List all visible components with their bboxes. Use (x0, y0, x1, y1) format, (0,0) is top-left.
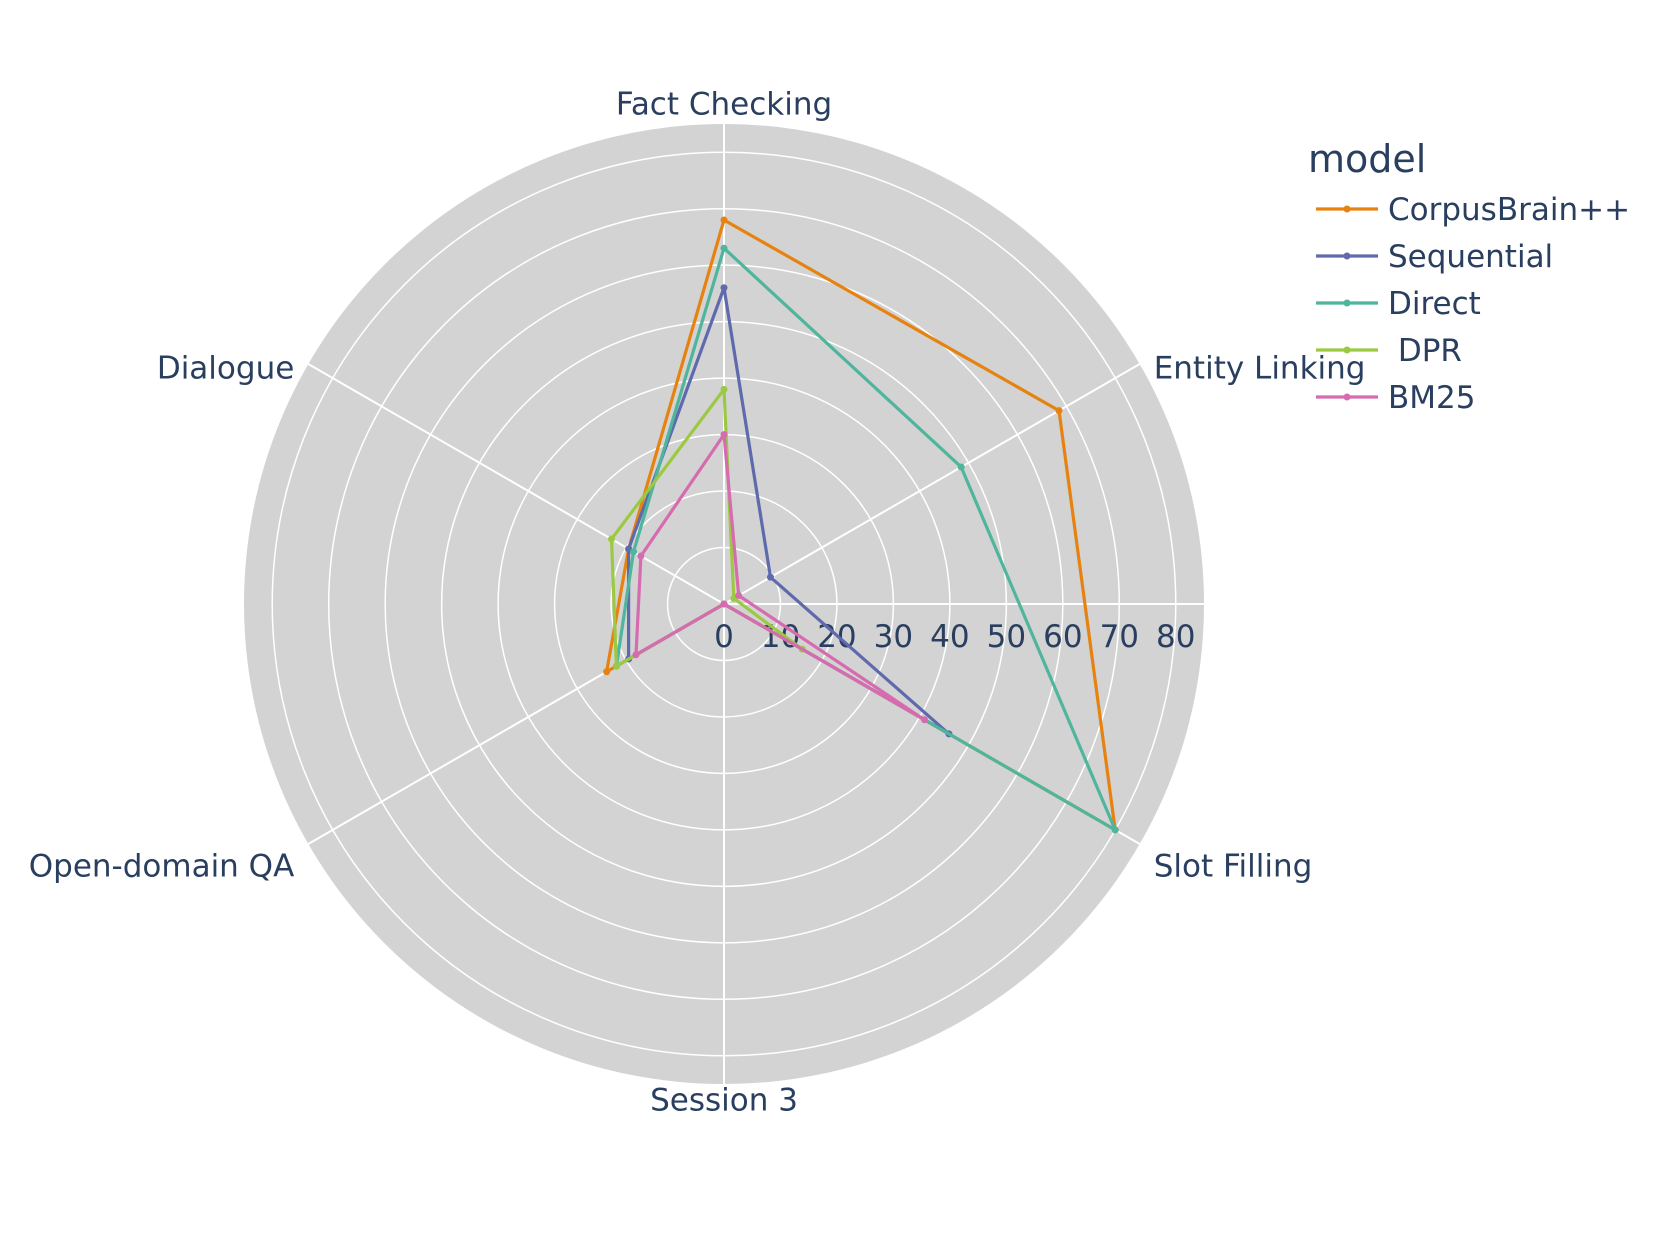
series-point-direct-0 (720, 244, 728, 252)
legend-label-dpr: DPR (1388, 333, 1462, 369)
legend-label-bm25: BM25 (1388, 380, 1475, 416)
legend-label-sequential: Sequential (1388, 239, 1553, 275)
legend: model CorpusBrain++ Sequential Direct DPR B… (1308, 137, 1630, 416)
series-point-bm25-2 (921, 716, 929, 724)
spoke-1 (723, 363, 1141, 605)
tick-label-50: 50 (987, 619, 1026, 655)
radial-tick-labels: 0 10 20 30 40 50 60 70 80 (714, 619, 1195, 655)
axis-label-open-domain-qa: Open-domain QA (29, 849, 295, 885)
axis-label-dialogue: Dialogue (157, 351, 294, 387)
series-point-bm25-0 (720, 431, 728, 439)
axis-label-session-3: Session 3 (650, 1083, 798, 1119)
legend-marker-corpusbrain- (1343, 205, 1351, 213)
series-point-bm25-1 (735, 592, 743, 600)
series-point-corpusbrain--4 (603, 668, 611, 676)
series-point-dpr-4 (612, 662, 620, 670)
series-point-sequential-1 (766, 573, 774, 581)
series-point-dpr-5 (608, 535, 616, 543)
data-series (603, 216, 1119, 834)
legend-marker-direct (1343, 299, 1351, 307)
legend-marker-bm25 (1343, 393, 1351, 401)
legend-marker-dpr (1343, 346, 1351, 354)
tick-label-30: 30 (874, 619, 913, 655)
spoke-5 (307, 363, 725, 605)
axis-label-fact-checking: Fact Checking (616, 87, 832, 123)
series-point-direct-5 (630, 548, 638, 556)
legend-marker-sequential (1343, 252, 1351, 260)
series-point-bm25-3 (720, 600, 728, 608)
series-point-corpusbrain--0 (720, 216, 728, 224)
tick-label-0: 0 (714, 619, 734, 655)
tick-label-40: 40 (930, 619, 969, 655)
axis-label-slot-filling: Slot Filling (1154, 849, 1313, 885)
tick-label-70: 70 (1100, 619, 1139, 655)
legend-title: model (1308, 137, 1426, 181)
tick-label-60: 60 (1043, 619, 1082, 655)
series-point-sequential-0 (720, 284, 728, 292)
series-point-corpusbrain--1 (1055, 407, 1063, 415)
series-point-bm25-4 (632, 651, 640, 659)
series-point-dpr-0 (720, 385, 728, 393)
axis-label-entity-linking: Entity Linking (1154, 351, 1366, 387)
legend-label-direct: Direct (1388, 286, 1481, 322)
angular-axis-labels: Fact Checking Entity Linking Slot Filling S… (29, 87, 1366, 1119)
series-point-direct-2 (1111, 826, 1119, 834)
tick-label-80: 80 (1156, 619, 1195, 655)
series-point-bm25-5 (637, 552, 645, 560)
legend-label-corpusbrain-: CorpusBrain++ (1388, 192, 1630, 228)
series-point-direct-1 (957, 463, 965, 471)
